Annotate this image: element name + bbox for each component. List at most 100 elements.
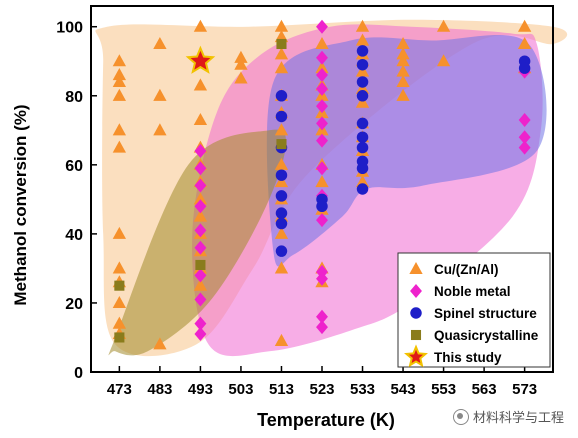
point-quasicrystalline <box>114 332 125 343</box>
x-tick-label: 483 <box>147 381 172 398</box>
point-noble-metal <box>316 68 328 83</box>
point-cu-zn-al <box>355 64 370 77</box>
point-noble-metal <box>194 292 207 307</box>
point-noble-metal <box>316 19 328 34</box>
point-cu-zn-al <box>396 74 410 88</box>
point-cu-zn-al <box>193 192 208 205</box>
point-noble-metal <box>194 144 207 159</box>
point-cu-zn-al <box>315 36 329 50</box>
point-cu-zn-al <box>396 88 410 101</box>
point-cu-zn-al <box>112 123 127 136</box>
point-noble-metal <box>194 268 207 283</box>
x-tick-label: 473 <box>107 381 132 398</box>
point-this-study <box>185 45 216 74</box>
point-cu-zn-al <box>274 261 289 274</box>
point-noble-metal <box>316 320 328 335</box>
point-cu-zn-al <box>112 226 127 239</box>
point-spinel-structure <box>356 117 369 130</box>
point-cu-zn-al <box>193 278 208 291</box>
point-spinel-structure <box>356 131 369 143</box>
point-noble-metal <box>194 316 207 331</box>
legend-marker-quasicrystalline <box>410 329 422 341</box>
point-cu-zn-al <box>436 54 451 67</box>
point-cu-zn-al <box>112 261 127 274</box>
point-noble-metal <box>316 50 328 65</box>
point-cu-zn-al <box>274 47 289 60</box>
point-quasicrystalline <box>114 280 125 291</box>
point-spinel-structure <box>356 183 369 195</box>
point-cu-zn-al <box>315 61 329 74</box>
point-cu-zn-al <box>436 19 451 32</box>
legend-label-cu-zn-al: Cu/(Zn/Al) <box>434 262 498 277</box>
point-cu-zn-al <box>355 19 370 32</box>
x-tick-label: 513 <box>269 381 294 398</box>
legend-label-this-study: This study <box>434 350 502 365</box>
point-noble-metal <box>316 133 328 148</box>
legend-marker-cu-zn-al <box>409 262 423 275</box>
point-cu-zn-al <box>396 36 410 50</box>
legend-marker-this-study <box>404 344 428 368</box>
point-spinel-structure <box>356 76 369 88</box>
point-cu-zn-al <box>193 209 208 222</box>
point-spinel-structure <box>356 162 369 175</box>
point-spinel-structure <box>275 90 288 102</box>
point-noble-metal <box>194 178 207 193</box>
point-cu-zn-al <box>112 140 127 153</box>
watermark-text: 材料科学与工程 <box>472 411 564 426</box>
point-spinel-structure <box>275 110 288 123</box>
point-spinel-structure <box>356 58 369 71</box>
y-tick-label: 20 <box>65 296 83 313</box>
x-tick-label: 493 <box>188 381 213 398</box>
y-axis-label: Methanol conversion (%) <box>11 104 30 305</box>
point-cu-zn-al <box>396 47 410 60</box>
point-cu-zn-al <box>112 88 127 101</box>
y-tick-label: 80 <box>65 89 83 106</box>
point-cu-zn-al <box>193 112 208 125</box>
point-cu-zn-al <box>112 68 127 81</box>
point-cu-zn-al <box>193 19 208 32</box>
wechat-icon <box>452 408 469 425</box>
point-cu-zn-al <box>355 33 370 46</box>
point-noble-metal <box>316 213 328 228</box>
point-noble-metal <box>194 240 207 255</box>
point-quasicrystalline <box>276 139 287 150</box>
y-tick-label: 40 <box>65 227 83 244</box>
x-tick-label: 573 <box>512 381 537 398</box>
point-cu-zn-al <box>234 50 248 63</box>
point-cu-zn-al <box>234 71 248 84</box>
points-layer <box>112 19 532 350</box>
point-cu-zn-al <box>153 337 167 350</box>
point-cu-zn-al <box>355 95 370 108</box>
region-spinel-structure <box>266 34 547 267</box>
axes: 0 20 40 60 80 100 473 483 493 503 513 523 533 543 553 5… <box>56 5 554 398</box>
point-cu-zn-al <box>315 175 329 188</box>
point-spinel-structure <box>356 90 369 102</box>
point-noble-metal <box>316 161 328 176</box>
point-noble-metal <box>316 309 328 324</box>
point-spinel-structure <box>518 62 531 74</box>
region-quasicrystalline <box>108 129 286 356</box>
point-noble-metal <box>194 161 207 176</box>
x-axis-label: Temperature (K) <box>257 410 395 430</box>
point-quasicrystalline <box>195 259 206 271</box>
watermark: 材料科学与工程 <box>452 407 564 426</box>
y-tick-label: 100 <box>56 20 83 37</box>
point-cu-zn-al <box>274 123 289 136</box>
x-tick-label: 563 <box>472 381 497 398</box>
point-noble-metal <box>316 116 328 131</box>
point-cu-zn-al <box>274 61 289 74</box>
point-cu-zn-al <box>112 74 127 88</box>
point-cu-zn-al <box>517 36 532 50</box>
legend-marker-spinel-structure <box>410 307 422 319</box>
point-noble-metal <box>518 140 531 155</box>
x-tick-label: 523 <box>309 381 334 398</box>
point-noble-metal <box>194 199 207 214</box>
point-cu-zn-al <box>355 175 370 188</box>
point-spinel-structure <box>275 169 288 181</box>
legend: Cu/(Zn/Al) Noble metal Spinel structure Qua… <box>397 252 551 368</box>
x-tick-label: 533 <box>350 381 375 398</box>
point-noble-metal <box>518 130 531 145</box>
point-cu-zn-al <box>396 54 410 67</box>
point-cu-zn-al <box>274 175 289 188</box>
